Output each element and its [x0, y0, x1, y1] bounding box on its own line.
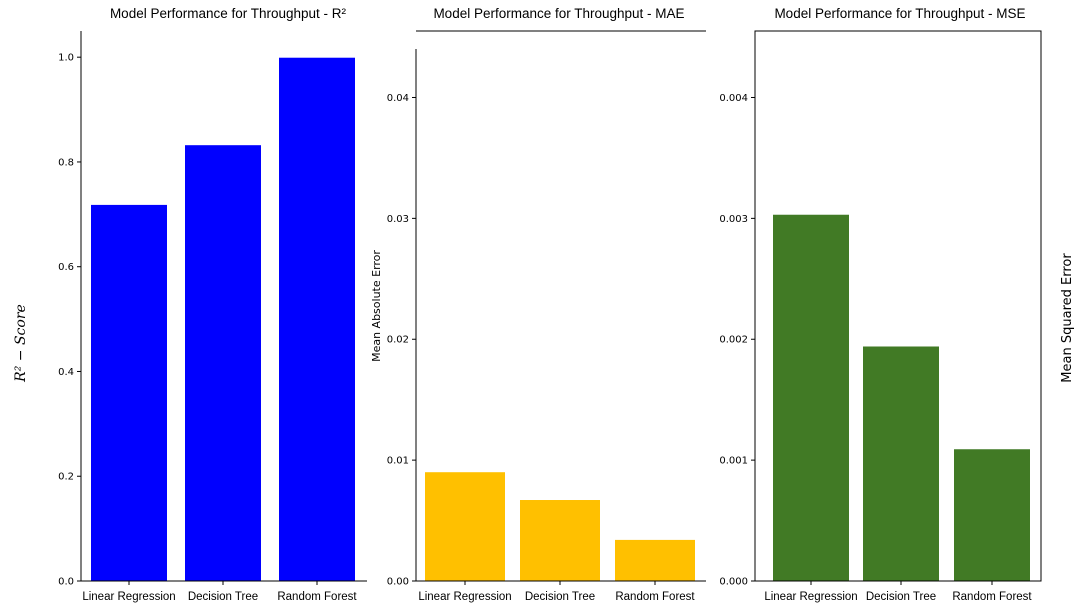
chart-panel-3: Model Performance for Throughput - MSE 0.… — [719, 6, 1075, 603]
y-tick-label: 0.00 — [387, 577, 409, 588]
x-tick-label: Decision Tree — [866, 591, 936, 603]
x-tick-label: Decision Tree — [525, 591, 595, 603]
chart-panel-1: Model Performance for Throughput - R² 0.0… — [13, 6, 367, 603]
x-tick-label: Random Forest — [277, 591, 357, 603]
chart-title: Model Performance for Throughput - MAE — [433, 6, 684, 21]
x-tick-label: Linear Regression — [82, 591, 175, 603]
y-tick-label: 0.003 — [719, 214, 748, 225]
y-tick-label: 0.04 — [387, 93, 409, 104]
y-tick-label: 0.002 — [719, 335, 748, 346]
bar-decision-tree — [520, 500, 600, 581]
y-tick-label: 0.000 — [719, 577, 748, 588]
y-axis-label: Mean Squared Error — [1060, 253, 1075, 383]
y-tick-label: 0.001 — [719, 456, 748, 467]
y-axis-label: Mean Absolute Error — [370, 250, 383, 362]
bar-linear-regression — [425, 472, 505, 581]
bar-linear-regression — [91, 204, 167, 581]
x-tick-label: Linear Regression — [764, 591, 857, 603]
y-tick-label: 0.02 — [387, 335, 409, 346]
y-tick-label: 0.0 — [58, 577, 74, 588]
x-tick-label: Random Forest — [952, 591, 1032, 603]
plot-frame — [754, 30, 1042, 582]
y-tick-label: 0.01 — [387, 456, 409, 467]
bar-decision-tree — [185, 145, 261, 581]
chart-title: Model Performance for Throughput - R² — [110, 6, 347, 21]
x-tick-label: Linear Regression — [418, 591, 511, 603]
bar-random-forest — [615, 539, 695, 581]
y-tick-label: 0.03 — [387, 214, 409, 225]
bar-linear-regression — [773, 214, 849, 581]
chart-panel-2: Model Performance for Throughput - MAE 0.… — [370, 6, 706, 603]
bar-random-forest — [279, 57, 355, 581]
y-tick-label: 0.8 — [58, 157, 74, 168]
y-tick-label: 0.4 — [58, 367, 74, 378]
bar-decision-tree — [863, 346, 939, 581]
y-tick-label: 0.6 — [58, 262, 74, 273]
x-tick-label: Decision Tree — [188, 591, 258, 603]
y-axis-label: R² − Score — [13, 304, 29, 383]
chart-title: Model Performance for Throughput - MSE — [774, 6, 1025, 21]
y-tick-label: 0.004 — [719, 93, 748, 104]
x-tick-label: Random Forest — [615, 591, 695, 603]
bar-random-forest — [954, 449, 1030, 581]
y-tick-label: 1.0 — [58, 53, 74, 64]
y-tick-label: 0.2 — [58, 472, 74, 483]
